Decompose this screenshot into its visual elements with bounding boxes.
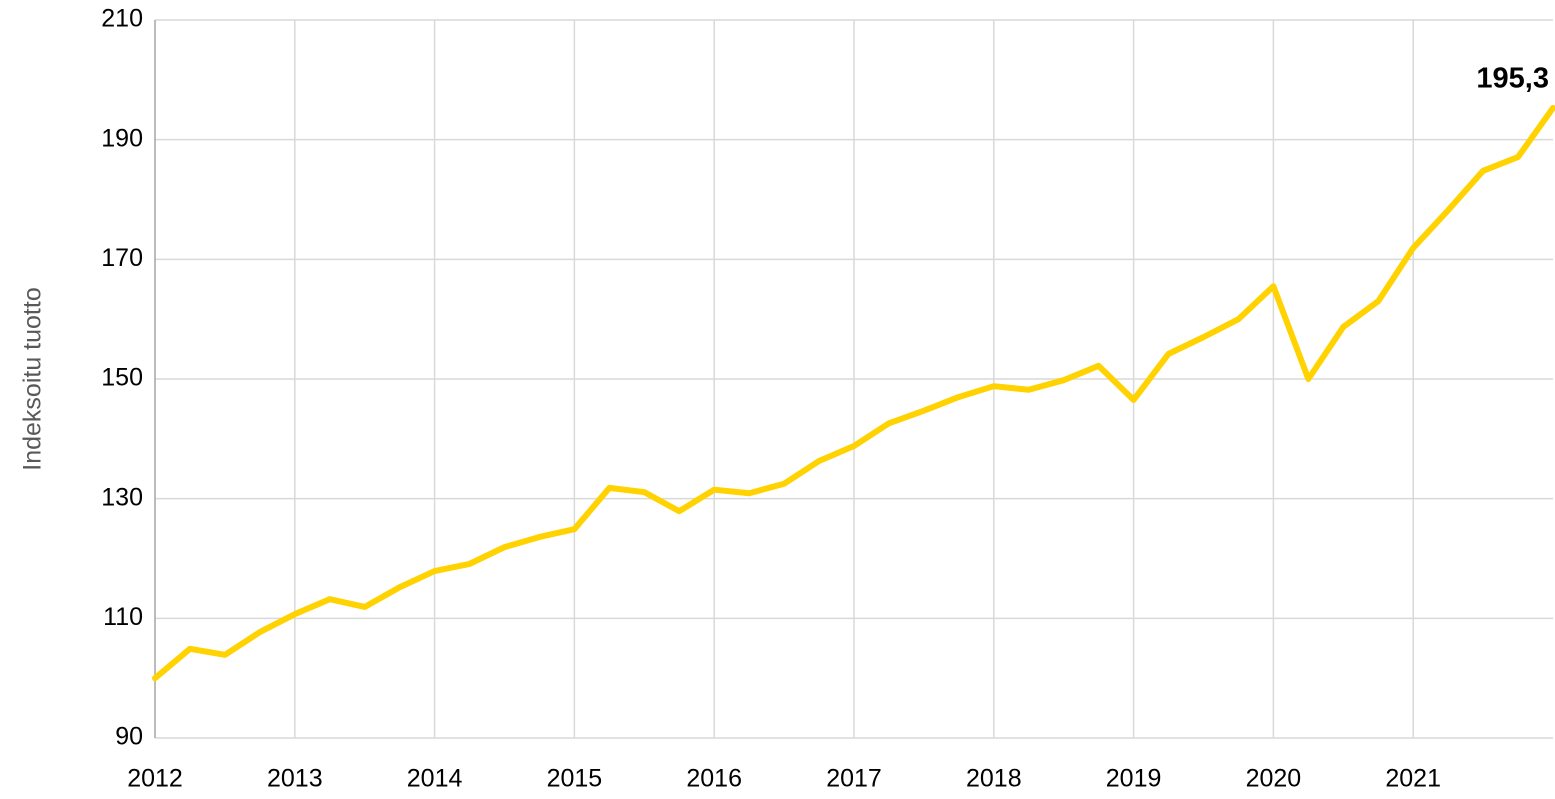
y-tick-label: 170 bbox=[101, 244, 143, 272]
annotation: 195,3 bbox=[1476, 63, 1549, 95]
x-tick-label: 2016 bbox=[686, 765, 742, 793]
y-tick-label: 210 bbox=[101, 5, 143, 33]
x-tick-label: 2020 bbox=[1246, 765, 1302, 793]
y-axis-label: Indeksoitu tuotto bbox=[19, 287, 47, 470]
y-tick-label: 190 bbox=[101, 124, 143, 152]
y-tick-label: 150 bbox=[101, 364, 143, 392]
x-tick-label: 2013 bbox=[267, 765, 323, 793]
x-tick-label: 2021 bbox=[1385, 765, 1441, 793]
x-tick-label: 2017 bbox=[826, 765, 882, 793]
x-tick-label: 2015 bbox=[547, 765, 603, 793]
y-tick-label: 90 bbox=[115, 723, 143, 751]
x-tick-label: 2014 bbox=[407, 765, 463, 793]
x-tick-label: 2019 bbox=[1106, 765, 1162, 793]
y-tick-label: 110 bbox=[103, 603, 143, 631]
x-tick-label: 2012 bbox=[127, 765, 183, 793]
y-tick-label: 130 bbox=[101, 483, 143, 511]
x-tick-label: 2018 bbox=[966, 765, 1022, 793]
line-series bbox=[152, 104, 1555, 682]
